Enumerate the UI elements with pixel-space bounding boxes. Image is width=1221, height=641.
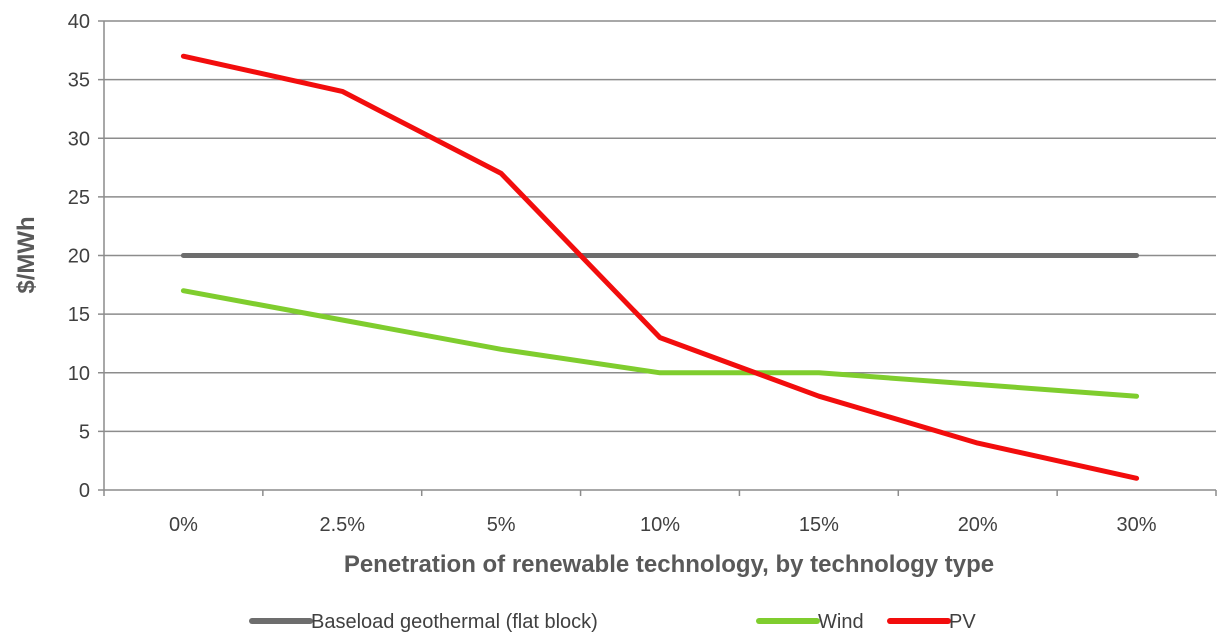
y-tick-label: 20	[68, 246, 90, 268]
axes	[98, 20, 1217, 496]
x-tick-label: 5%	[487, 514, 516, 536]
y-tick-label: 40	[68, 11, 90, 33]
y-tick-label: 30	[68, 128, 90, 150]
x-tick-label: 20%	[958, 514, 998, 536]
x-tick-label: 2.5%	[319, 514, 365, 536]
x-tick-label: 30%	[1117, 514, 1157, 536]
legend-label: Baseload geothermal (flat block)	[311, 611, 598, 633]
y-tick-label: 35	[68, 70, 90, 92]
x-axis-title: Penetration of renewable technology, by …	[344, 551, 994, 578]
legend: Baseload geothermal (flat block) Wind PV	[249, 611, 976, 633]
series-lines	[180, 53, 1140, 481]
tick-labels: 0 5 10 15 20 25 30 35 40 0% 2.5% 5% 10% 15% 20% 30%	[68, 11, 1157, 536]
gridlines	[104, 20, 1216, 433]
series-line-2	[180, 288, 1140, 399]
x-tick-label: 10%	[640, 514, 680, 536]
y-tick-label: 10	[68, 363, 90, 385]
x-tick-label: 15%	[799, 514, 839, 536]
x-tick-label: 0%	[169, 514, 198, 536]
series-line-3	[180, 53, 1140, 481]
y-tick-label: 25	[68, 187, 90, 209]
legend-label: PV	[949, 611, 976, 633]
y-tick-label: 15	[68, 304, 90, 326]
y-tick-label: 0	[79, 480, 90, 502]
y-tick-label: 5	[79, 421, 90, 443]
y-axis-title: $/MWh	[13, 216, 40, 293]
legend-label: Wind	[818, 611, 864, 633]
